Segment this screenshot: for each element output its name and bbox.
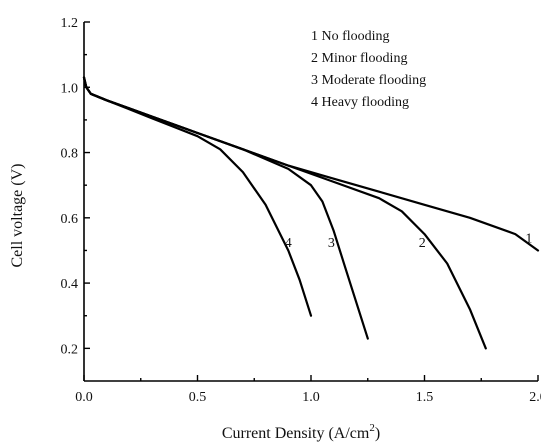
series-line-2 (82, 76, 487, 350)
curve-label-4: 4 (285, 236, 292, 251)
curve-label-3: 3 (328, 236, 335, 251)
x-tick-label: 1.5 (416, 390, 434, 405)
x-axis-title-sup: 2 (369, 422, 375, 434)
x-tick-label: 1.0 (302, 390, 320, 405)
curve-labels: 1 2 3 4 (285, 231, 533, 251)
y-tick-label: 0.6 (61, 212, 79, 227)
y-tick-label: 0.2 (61, 342, 79, 357)
curve-label-1: 1 (525, 231, 532, 246)
ticks: 0.0 0.5 1.0 1.5 2.0 0.2 0.4 0.6 0.8 1.0 1.2 (61, 16, 541, 405)
y-axis-title: Cell voltage (V) (9, 164, 26, 268)
x-tick-label: 0.0 (75, 390, 93, 405)
x-axis-title-main: Current Density (A/cm (222, 425, 370, 442)
legend-entry-2: 2 Minor flooding (311, 51, 407, 66)
y-tick-label: 0.4 (61, 277, 79, 292)
x-axis-title: Current Density (A/cm2) (222, 422, 380, 442)
legend-entry-1: 1 No flooding (311, 29, 390, 44)
y-tick-label: 1.2 (61, 16, 79, 31)
legend-entry-4: 4 Heavy flooding (311, 95, 409, 110)
series-line-3 (82, 76, 369, 340)
series-line-4 (82, 76, 313, 317)
y-tick-label: 1.0 (61, 81, 79, 96)
x-tick-label: 0.5 (189, 390, 207, 405)
curve-label-2: 2 (419, 236, 426, 251)
series-group (82, 76, 540, 350)
y-tick-label: 0.8 (61, 147, 79, 162)
legend: 1 No flooding 2 Minor flooding 3 Moderate … (311, 29, 426, 110)
x-tick-label: 2.0 (529, 390, 541, 405)
legend-entry-3: 3 Moderate flooding (311, 73, 426, 88)
x-axis-title-tail: ) (375, 425, 380, 442)
